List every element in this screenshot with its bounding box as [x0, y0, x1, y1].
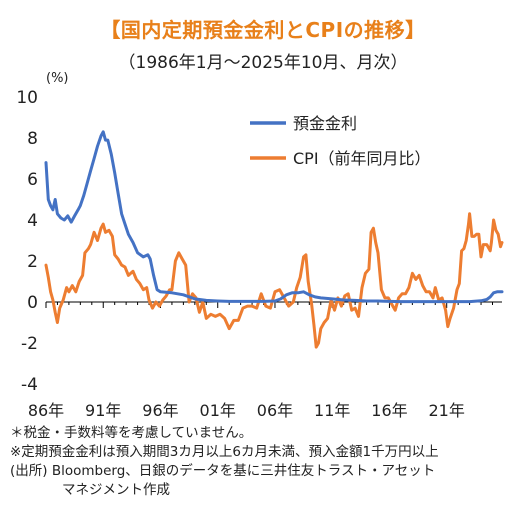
- y-tick-label: -4: [21, 375, 38, 395]
- y-tick-label: 10: [16, 88, 38, 108]
- y-axis: -4 -2 0 2 4 6 8 10: [16, 88, 38, 395]
- chart-title: 【国内定期預金金利とCPIの推移】: [100, 18, 426, 42]
- x-tick-label: 11年: [314, 401, 350, 420]
- y-axis-unit-label: (%): [46, 71, 69, 86]
- chart-subtitle: （1986年1月～2025年10月、月次）: [118, 53, 408, 73]
- series-line-cpi: [44, 212, 504, 349]
- x-tick-label: 16年: [371, 401, 407, 420]
- y-tick-label: 4: [27, 211, 38, 231]
- series-layer: [44, 130, 504, 349]
- legend: 預金金利 CPI（前年同月比）: [250, 114, 431, 168]
- y-tick-label: 2: [27, 252, 38, 272]
- legend-item-cpi-label: CPI（前年同月比）: [293, 149, 431, 168]
- footnote-source: (出所) Bloomberg、日銀のデータを基に三井住友トラスト・アセット: [10, 463, 436, 479]
- y-tick-label: 6: [27, 170, 38, 190]
- x-axis-labels: 86年 91年 96年 01年 06年 11年 16年 21年: [28, 401, 465, 420]
- x-tick-label: 06年: [257, 401, 293, 420]
- x-tick-label: 96年: [142, 401, 178, 420]
- footnote-deposit-definition: ※定期預金金利は預入期間3カ月以上6カ月未満、預入金額1千万円以上: [10, 444, 439, 460]
- legend-item-deposit-rate-label: 預金金利: [293, 114, 357, 133]
- line-chart: -4 -2 0 2 4 6 8 10 (%) 86年 91年 96年 01年 06年 11年 16年 21年…: [16, 71, 504, 420]
- footnotes: ＊税金・手数料等を考慮していません。 ※定期預金金利は預入期間3カ月以上6カ月未…: [10, 424, 522, 500]
- footnote-tax: ＊税金・手数料等を考慮していません。: [10, 425, 253, 441]
- y-tick-label: 8: [27, 129, 38, 149]
- y-tick-label: 0: [27, 293, 38, 313]
- x-tick-label: 86年: [28, 401, 64, 420]
- x-tick-label: 01年: [200, 401, 236, 420]
- footnote-source-continued: マネジメント作成: [62, 482, 170, 498]
- x-tick-label: 21年: [429, 401, 465, 420]
- x-tick-label: 91年: [85, 401, 121, 420]
- y-tick-label: -2: [21, 334, 38, 354]
- series-line-deposit-rate: [44, 130, 504, 304]
